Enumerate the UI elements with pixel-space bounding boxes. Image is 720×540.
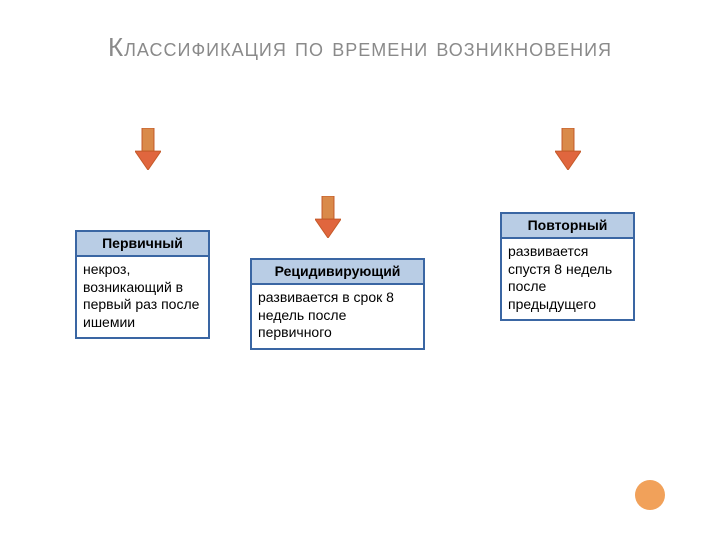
- corner-circle-decoration: [635, 480, 665, 510]
- card-primary: Первичный некроз, возникающий в первый р…: [75, 230, 210, 339]
- arrow-right: [555, 128, 581, 170]
- arrow-left: [135, 128, 161, 170]
- card-recurring: Рецидивирующий развивается в срок 8 неде…: [250, 258, 425, 350]
- card-primary-body: некроз, возникающий в первый раз после и…: [75, 257, 210, 339]
- card-repeat: Повторный развивается спустя 8 недель по…: [500, 212, 635, 321]
- card-repeat-body: развивается спустя 8 недель после предыд…: [500, 239, 635, 321]
- card-recurring-body: развивается в срок 8 недель после первич…: [250, 285, 425, 350]
- card-recurring-header: Рецидивирующий: [250, 258, 425, 285]
- card-repeat-header: Повторный: [500, 212, 635, 239]
- card-primary-header: Первичный: [75, 230, 210, 257]
- arrow-center: [315, 196, 341, 238]
- slide-title: Классификация по времени возникновения: [0, 32, 720, 63]
